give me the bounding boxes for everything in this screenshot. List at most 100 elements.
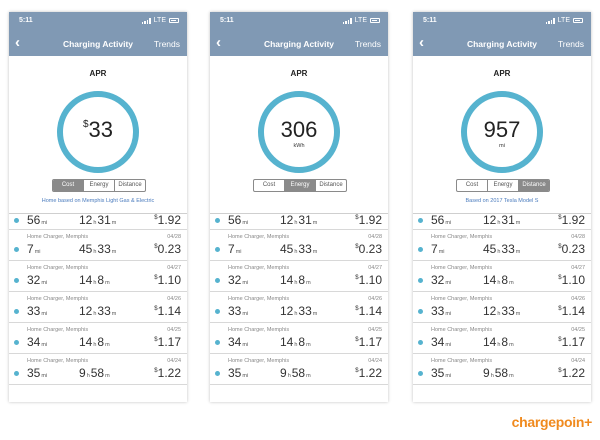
summary-value: $33	[82, 117, 114, 142]
network-label: LTE	[557, 17, 570, 24]
session-duration: 14h8m	[483, 273, 514, 287]
tab-energy[interactable]: Energy	[84, 180, 115, 191]
tab-cost[interactable]: Cost	[457, 180, 488, 191]
session-location: Home Charger, Memphis	[431, 296, 493, 302]
list-item[interactable]: Home Charger, Memphis 04/24 35mi 9h58m $1.22	[413, 354, 591, 385]
list-item[interactable]: Home Charger, Memphis 04/28 7mi 45h33m $0.23	[9, 230, 187, 261]
tab-cost[interactable]: Cost	[53, 180, 84, 191]
list-item[interactable]: Home Charger, Memphis 04/28 7mi 45h33m $0.23	[210, 230, 388, 261]
page-title: Charging Activity	[263, 39, 335, 49]
session-cost: $1.14	[355, 304, 382, 318]
signal-icon	[141, 17, 151, 24]
rate-note: Home based on Memphis Light Gas & Electr…	[41, 198, 155, 204]
session-cost: $1.14	[558, 304, 585, 318]
status-time: 5:11	[19, 17, 33, 24]
session-miles: 34mi	[431, 335, 452, 349]
nav-bar: ‹ Charging Activity Trends	[210, 35, 388, 54]
month-label: APR	[89, 69, 107, 78]
chargepoint-logo: chargepoin+	[511, 414, 593, 430]
list-item[interactable]: Home Charger, Memphis 04/26 33mi 12h33m $1.1…	[210, 292, 388, 323]
list-item[interactable]: Home Charger, Memphis 04/28 7mi 45h33m $0.23	[413, 230, 591, 261]
session-location: Home Charger, Memphis	[228, 265, 290, 271]
page-title: Charging Activity	[62, 39, 134, 49]
list-item[interactable]: 56mi 12h31m $1.92	[413, 213, 591, 230]
header-bar: 5:11 LTE ‹ Charging Activity Trends	[9, 12, 187, 56]
back-button[interactable]: ‹	[419, 35, 433, 52]
back-button[interactable]: ‹	[15, 35, 29, 52]
session-date: 04/27	[167, 265, 181, 271]
list-item[interactable]: Home Charger, Memphis 04/26 33mi 12h33m $1.1…	[9, 292, 187, 323]
session-date: 04/24	[368, 358, 382, 364]
session-miles: 7mi	[27, 242, 41, 256]
list-item[interactable]: Home Charger, Memphis 04/24 35mi 9h58m $1.22	[9, 354, 187, 385]
status-indicators: LTE	[141, 17, 179, 24]
session-dot-icon	[215, 340, 220, 345]
session-miles: 56mi	[27, 213, 48, 227]
summary-unit: kWh	[293, 143, 305, 149]
session-dot-icon	[215, 247, 220, 252]
session-date: 04/28	[167, 234, 181, 240]
session-location: Home Charger, Memphis	[228, 234, 290, 240]
back-button[interactable]: ‹	[216, 35, 230, 52]
session-duration: 45h33m	[79, 242, 117, 256]
session-duration: 45h33m	[280, 242, 318, 256]
tab-distance[interactable]: Distance	[519, 180, 549, 191]
list-item[interactable]: 56mi 12h31m $1.92	[210, 213, 388, 230]
network-label: LTE	[153, 17, 166, 24]
session-dot-icon	[215, 278, 220, 283]
session-cost: $1.17	[355, 335, 382, 349]
trends-button[interactable]: Trends	[557, 39, 584, 49]
session-date: 04/26	[167, 296, 181, 302]
session-location: Home Charger, Memphis	[27, 327, 89, 333]
session-location: Home Charger, Memphis	[431, 234, 493, 240]
tab-distance[interactable]: Distance	[118, 182, 142, 188]
list-item[interactable]: Home Charger, Memphis 04/27 32mi 14h8m $1.10	[210, 261, 388, 292]
session-cost: $1.17	[558, 335, 585, 349]
session-date: 04/26	[571, 296, 585, 302]
session-location: Home Charger, Memphis	[27, 234, 89, 240]
session-duration: 12h31m	[483, 213, 521, 227]
status-time: 5:11	[423, 17, 437, 24]
trends-button[interactable]: Trends	[354, 39, 381, 49]
session-location: Home Charger, Memphis	[27, 358, 89, 364]
session-date: 04/27	[571, 265, 585, 271]
tab-energy[interactable]: Energy	[285, 180, 316, 191]
session-date: 04/26	[368, 296, 382, 302]
session-miles: 56mi	[228, 213, 249, 227]
session-date: 04/27	[368, 265, 382, 271]
session-location: Home Charger, Memphis	[228, 296, 290, 302]
summary-unit: mi	[499, 143, 505, 149]
status-time: 5:11	[220, 17, 234, 24]
session-date: 04/28	[571, 234, 585, 240]
list-item[interactable]: 56mi 12h31m $1.92	[9, 213, 187, 230]
session-date: 04/24	[571, 358, 585, 364]
phone-screen: 5:11 LTE ‹ Charging Activity Trends APR 957 mi C…	[413, 12, 591, 402]
session-cost: $1.10	[558, 273, 585, 287]
session-duration: 14h8m	[483, 335, 514, 349]
session-miles: 56mi	[431, 213, 452, 227]
tab-distance[interactable]: Distance	[319, 182, 343, 188]
list-item[interactable]: Home Charger, Memphis 04/26 33mi 12h33m $1.1…	[413, 292, 591, 323]
session-miles: 33mi	[27, 304, 48, 318]
list-item[interactable]: Home Charger, Memphis 04/27 32mi 14h8m $1.10	[413, 261, 591, 292]
list-item[interactable]: Home Charger, Memphis 04/25 34mi 14h8m $1.17	[210, 323, 388, 354]
session-cost: $1.22	[558, 366, 585, 380]
session-location: Home Charger, Memphis	[27, 265, 89, 271]
session-dot-icon	[418, 247, 423, 252]
session-miles: 35mi	[228, 366, 249, 380]
list-item[interactable]: Home Charger, Memphis 04/24 35mi 9h58m $1.22	[210, 354, 388, 385]
summary-value: 306	[280, 117, 318, 142]
session-duration: 45h33m	[483, 242, 521, 256]
trends-button[interactable]: Trends	[153, 39, 180, 49]
tab-cost[interactable]: Cost	[254, 180, 285, 191]
tab-energy[interactable]: Energy	[488, 180, 519, 191]
list-item[interactable]: Home Charger, Memphis 04/25 34mi 14h8m $1.17	[413, 323, 591, 354]
status-bar: 5:11 LTE	[19, 17, 179, 29]
session-duration: 9h58m	[483, 366, 514, 380]
session-cost: $1.10	[154, 273, 181, 287]
session-miles: 32mi	[228, 273, 249, 287]
list-item[interactable]: Home Charger, Memphis 04/25 34mi 14h8m $1.17	[9, 323, 187, 354]
list-item[interactable]: Home Charger, Memphis 04/27 32mi 14h8m $1.10	[9, 261, 187, 292]
session-list: 56mi 12h31m $1.92 Home Charger, Memphis 04/2…	[210, 213, 388, 402]
session-miles: 34mi	[27, 335, 48, 349]
